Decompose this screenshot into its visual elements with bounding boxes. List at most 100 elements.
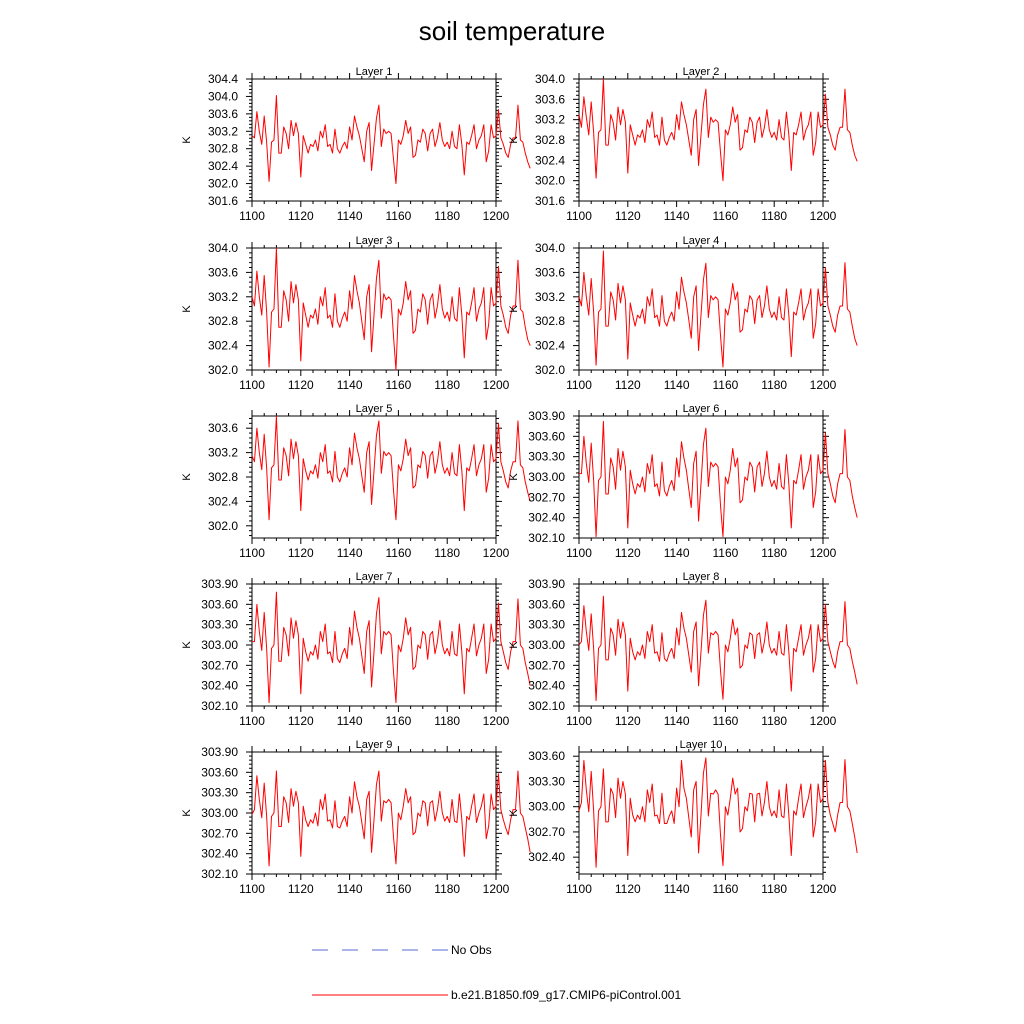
x-tick-label: 1140: [337, 882, 363, 896]
series-line: [578, 757, 858, 868]
y-tick-label: 303.00: [528, 470, 565, 484]
panel-layer-7: Layer 7 K 1100 1120 1140 1160 1180 1200 302.10 30…: [181, 571, 531, 728]
y-tick-label: 303.6: [208, 265, 238, 279]
x-tick-label: 1120: [615, 882, 641, 896]
y-tick-label: 302.4: [535, 339, 565, 353]
x-tick-label: 1120: [615, 546, 641, 560]
x-tick-label: 1160: [712, 546, 738, 560]
panel-title: Layer 1: [356, 66, 393, 78]
y-tick-label: 302.40: [528, 511, 565, 525]
y-tick-label: 304.0: [535, 72, 565, 86]
panel-layer-6: Layer 6 K 1100 1120 1140 1160 1180 1200 302.10 30…: [508, 403, 858, 560]
y-axis-label: K: [181, 641, 193, 649]
y-tick-label: 302.4: [208, 159, 238, 173]
x-tick-label: 1200: [483, 714, 510, 728]
x-tick-label: 1180: [434, 378, 460, 392]
x-tick-label: 1180: [761, 882, 787, 896]
y-tick-label: 302.40: [201, 679, 238, 693]
panel-title: Layer 7: [356, 571, 393, 583]
y-axis-label: K: [508, 809, 520, 817]
y-tick-label: 301.6: [208, 194, 238, 208]
legend-model-label: b.e21.B1850.f09_g17.CMIP6-piControl.001: [451, 988, 681, 1002]
y-tick-label: 304.0: [535, 241, 565, 255]
x-tick-label: 1160: [385, 546, 411, 560]
x-tick-label: 1160: [385, 882, 411, 896]
y-tick-label: 302.10: [201, 867, 238, 881]
x-tick-label: 1120: [288, 546, 314, 560]
x-tick-label: 1180: [761, 546, 787, 560]
x-tick-label: 1180: [434, 882, 460, 896]
panel-title: Layer 3: [356, 235, 393, 247]
x-tick-label: 1120: [288, 714, 314, 728]
y-tick-label: 302.70: [201, 826, 238, 840]
x-tick-label: 1160: [712, 378, 738, 392]
y-tick-label: 302.70: [201, 658, 238, 672]
y-tick-label: 302.4: [535, 153, 565, 167]
y-tick-label: 302.4: [208, 339, 238, 353]
y-tick-label: 303.60: [528, 597, 565, 611]
y-tick-label: 302.0: [208, 363, 238, 377]
x-tick-label: 1160: [385, 714, 411, 728]
y-tick-label: 303.2: [535, 113, 565, 127]
y-tick-label: 302.8: [535, 314, 565, 328]
y-tick-label: 303.30: [528, 774, 565, 788]
x-tick-label: 1200: [483, 546, 510, 560]
x-tick-label: 1120: [615, 714, 641, 728]
x-tick-label: 1100: [566, 209, 592, 223]
y-tick-label: 303.90: [528, 409, 565, 423]
legend-no-obs-label: No Obs: [451, 943, 492, 957]
panel-title: Layer 10: [680, 739, 723, 751]
x-tick-label: 1100: [566, 546, 592, 560]
y-tick-label: 303.00: [201, 806, 238, 820]
x-tick-label: 1180: [434, 209, 460, 223]
y-axis-label: K: [508, 305, 520, 313]
x-tick-label: 1140: [337, 378, 363, 392]
y-tick-label: 303.60: [528, 749, 565, 763]
x-tick-label: 1160: [385, 209, 411, 223]
y-axis-label: K: [181, 473, 193, 481]
x-tick-label: 1140: [337, 714, 363, 728]
panel-layer-9: Layer 9 K 1100 1120 1140 1160 1180 1200 302.10 30…: [181, 739, 531, 896]
y-tick-label: 302.10: [201, 699, 238, 713]
x-tick-label: 1100: [239, 378, 265, 392]
panel-layer-3: Layer 3 K 1100 1120 1140 1160 1180 1200 302.0 302…: [181, 235, 531, 392]
y-tick-label: 301.6: [535, 194, 565, 208]
x-tick-label: 1100: [566, 714, 592, 728]
x-tick-label: 1200: [810, 378, 837, 392]
y-tick-label: 303.60: [201, 597, 238, 611]
y-tick-label: 304.4: [208, 72, 238, 86]
x-tick-label: 1160: [712, 209, 738, 223]
y-tick-label: 303.00: [528, 638, 565, 652]
y-tick-label: 302.8: [535, 133, 565, 147]
y-tick-label: 304.0: [208, 241, 238, 255]
x-tick-label: 1180: [761, 209, 787, 223]
y-tick-label: 302.10: [528, 699, 565, 713]
x-tick-label: 1140: [664, 714, 690, 728]
series-line: [252, 591, 531, 704]
y-tick-label: 302.70: [528, 658, 565, 672]
x-tick-label: 1200: [483, 378, 510, 392]
y-tick-label: 303.00: [201, 638, 238, 652]
y-tick-label: 303.2: [208, 446, 238, 460]
x-tick-label: 1120: [288, 209, 314, 223]
y-tick-label: 303.30: [201, 618, 238, 632]
y-tick-label: 302.0: [208, 177, 238, 191]
figure-legend: No Obs b.e21.B1850.f09_g17.CMIP6-piContr…: [312, 943, 681, 1002]
y-axis-label: K: [181, 305, 193, 313]
x-tick-label: 1100: [566, 882, 592, 896]
y-tick-label: 303.6: [208, 421, 238, 435]
panel-title: Layer 4: [683, 235, 720, 247]
x-tick-label: 1200: [810, 546, 837, 560]
y-tick-label: 303.30: [201, 786, 238, 800]
figure-title: soil temperature: [419, 16, 605, 46]
series-line: [578, 78, 858, 182]
y-tick-label: 303.30: [528, 450, 565, 464]
x-tick-label: 1100: [239, 546, 265, 560]
x-tick-label: 1140: [337, 209, 363, 223]
panel-title: Layer 9: [356, 739, 393, 751]
series-line: [579, 420, 858, 538]
y-tick-label: 303.60: [528, 429, 565, 443]
panel-layer-2: Layer 2 K 1100 1120 1140 1160 1180 1200 301.6 302…: [508, 66, 858, 223]
x-tick-label: 1180: [761, 378, 787, 392]
series-line: [251, 770, 531, 867]
